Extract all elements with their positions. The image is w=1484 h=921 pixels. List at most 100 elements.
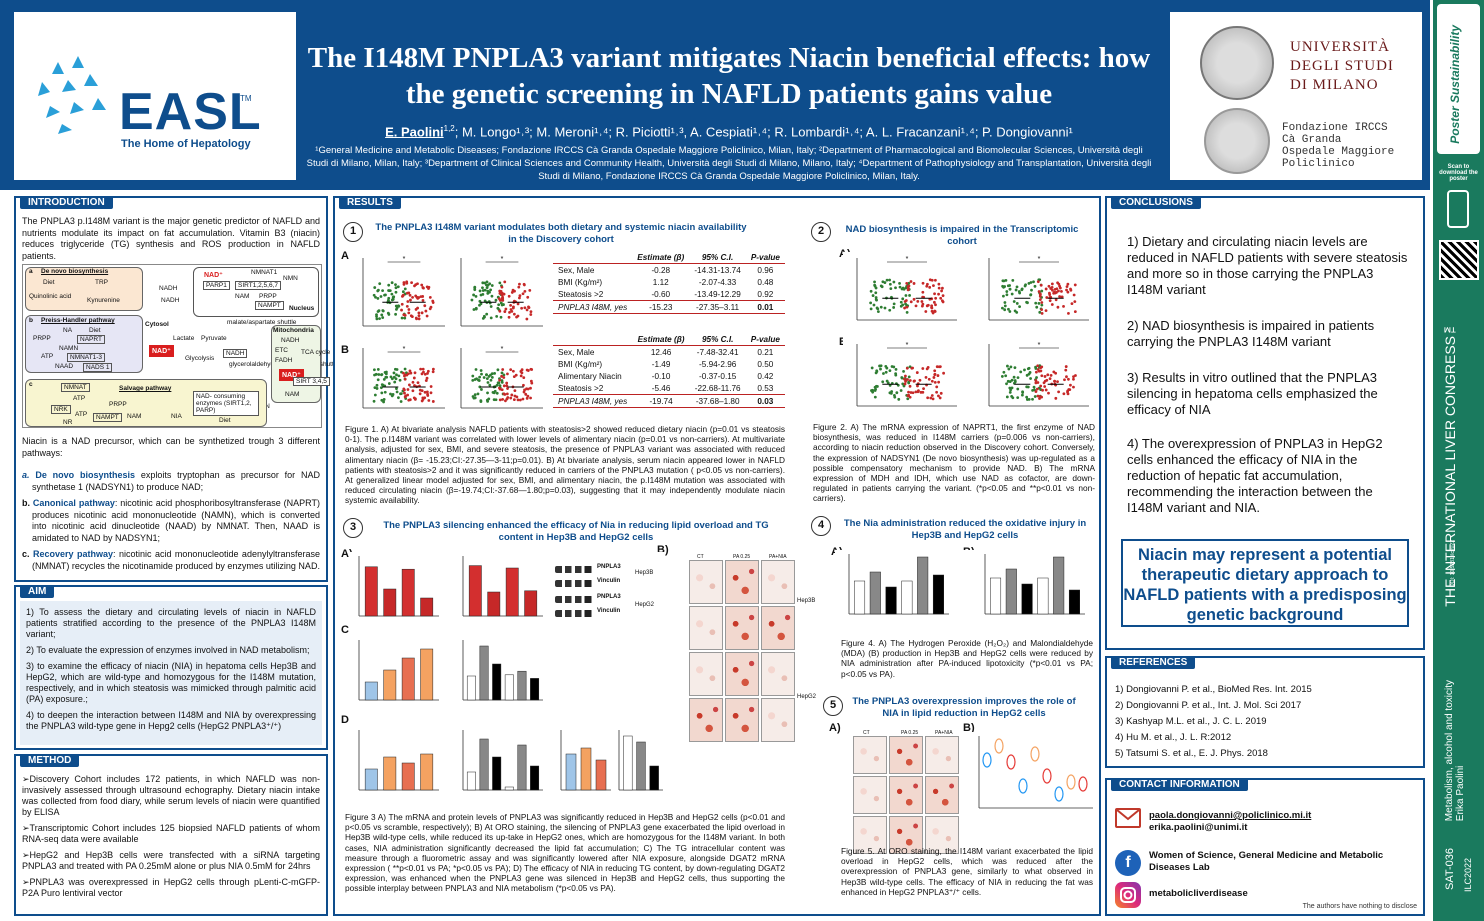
data-point — [937, 286, 941, 290]
university-name: UNIVERSITÀ DEGLI STUDI DI MILANO — [1290, 39, 1394, 93]
data-point — [503, 393, 507, 396]
data-point — [511, 306, 515, 310]
data-point — [937, 380, 941, 384]
data-point — [482, 376, 486, 379]
data-point — [1039, 384, 1043, 388]
data-point — [429, 391, 433, 395]
data-point — [494, 398, 498, 402]
data-point — [407, 308, 411, 311]
data-point — [372, 293, 376, 297]
data-point — [922, 387, 925, 391]
data-point — [894, 372, 898, 376]
violin-mark — [1018, 778, 1028, 794]
violin-mark — [1054, 786, 1064, 802]
instagram-link[interactable]: metabolicliverdisease — [1149, 888, 1248, 899]
data-point — [501, 368, 505, 371]
data-point — [498, 281, 502, 285]
data-point — [372, 399, 376, 403]
data-point — [473, 396, 477, 400]
data-point — [909, 300, 913, 304]
easl-stars-icon — [38, 56, 106, 134]
email-link-1[interactable]: paola.dongiovanni@policlinico.mi.it — [1149, 810, 1312, 821]
data-point — [1034, 379, 1038, 382]
facebook-link[interactable]: Women of Science, General Medicine and M… — [1149, 850, 1384, 873]
data-point — [1046, 373, 1050, 377]
data-point — [937, 282, 941, 286]
data-point — [518, 294, 522, 298]
data-point — [1016, 396, 1020, 400]
references-panel: REFERENCES 1) Dongiovanni P. et al., Bio… — [1105, 656, 1425, 768]
data-point — [1034, 365, 1037, 369]
data-point — [888, 282, 892, 286]
bar — [636, 741, 646, 791]
data-point — [893, 393, 896, 397]
data-point — [914, 390, 918, 394]
data-point — [383, 293, 386, 297]
data-point — [403, 316, 407, 320]
data-point — [935, 385, 939, 389]
data-point — [869, 289, 873, 293]
data-point — [1014, 288, 1018, 292]
qr-code[interactable] — [1439, 240, 1479, 280]
data-point — [873, 284, 877, 288]
significance-mark: * — [403, 256, 406, 263]
scan-instruction: Scan to download the poster — [1439, 164, 1478, 182]
data-point — [522, 383, 525, 387]
table-cell: -37.68–1.80 — [689, 394, 746, 408]
data-point — [498, 309, 502, 313]
foundation-name: Fondazione IRCCS Cà Granda Ospedale Magg… — [1282, 122, 1395, 170]
data-point — [373, 386, 377, 390]
data-point — [474, 306, 478, 310]
data-point — [897, 397, 901, 401]
data-point — [518, 398, 522, 402]
data-point — [407, 311, 411, 315]
data-point — [399, 400, 403, 403]
data-point — [1005, 395, 1009, 399]
data-point — [1044, 287, 1048, 291]
data-point — [424, 309, 428, 313]
email-link-2[interactable]: erika.paolini@unimi.it — [1149, 822, 1248, 833]
data-point — [516, 398, 520, 402]
data-point — [425, 390, 429, 394]
data-point — [431, 299, 435, 303]
data-point — [1041, 388, 1044, 392]
data-point — [1073, 283, 1077, 287]
data-point — [1064, 368, 1068, 372]
contact-heading: CONTACT INFORMATION — [1111, 778, 1248, 791]
data-point — [406, 388, 410, 391]
table-row: BMI (Kg/m²) -1.49 -5.94-2.96 0.50 — [553, 358, 785, 370]
data-point — [415, 317, 418, 321]
data-point — [499, 315, 503, 319]
data-point — [879, 284, 883, 288]
data-point — [921, 302, 925, 306]
bar — [1021, 583, 1033, 615]
reference-list: 1) Dongiovanni P. et al., BioMed Res. In… — [1115, 682, 1415, 762]
data-point — [382, 400, 385, 404]
data-point — [375, 315, 378, 318]
results-heading: RESULTS — [339, 196, 401, 209]
data-point — [479, 302, 483, 306]
data-point — [489, 378, 493, 382]
data-point — [1035, 305, 1039, 309]
data-point — [498, 298, 502, 302]
data-point — [1001, 306, 1004, 310]
data-point — [530, 381, 534, 385]
data-point — [495, 383, 499, 387]
data-point — [1053, 379, 1056, 383]
violin-mark — [1078, 776, 1088, 792]
data-point — [1008, 390, 1012, 394]
table-cell: -0.10 — [651, 371, 671, 381]
data-point — [889, 287, 893, 291]
data-point — [925, 282, 929, 286]
data-point — [1027, 372, 1031, 376]
data-point — [519, 374, 523, 378]
data-point — [930, 306, 933, 309]
data-point — [899, 300, 903, 304]
data-point — [1007, 307, 1010, 311]
data-point — [876, 307, 880, 311]
data-point — [1038, 298, 1042, 302]
data-point — [517, 285, 521, 289]
data-point — [504, 399, 507, 403]
data-point — [934, 303, 937, 307]
data-point — [924, 310, 928, 313]
